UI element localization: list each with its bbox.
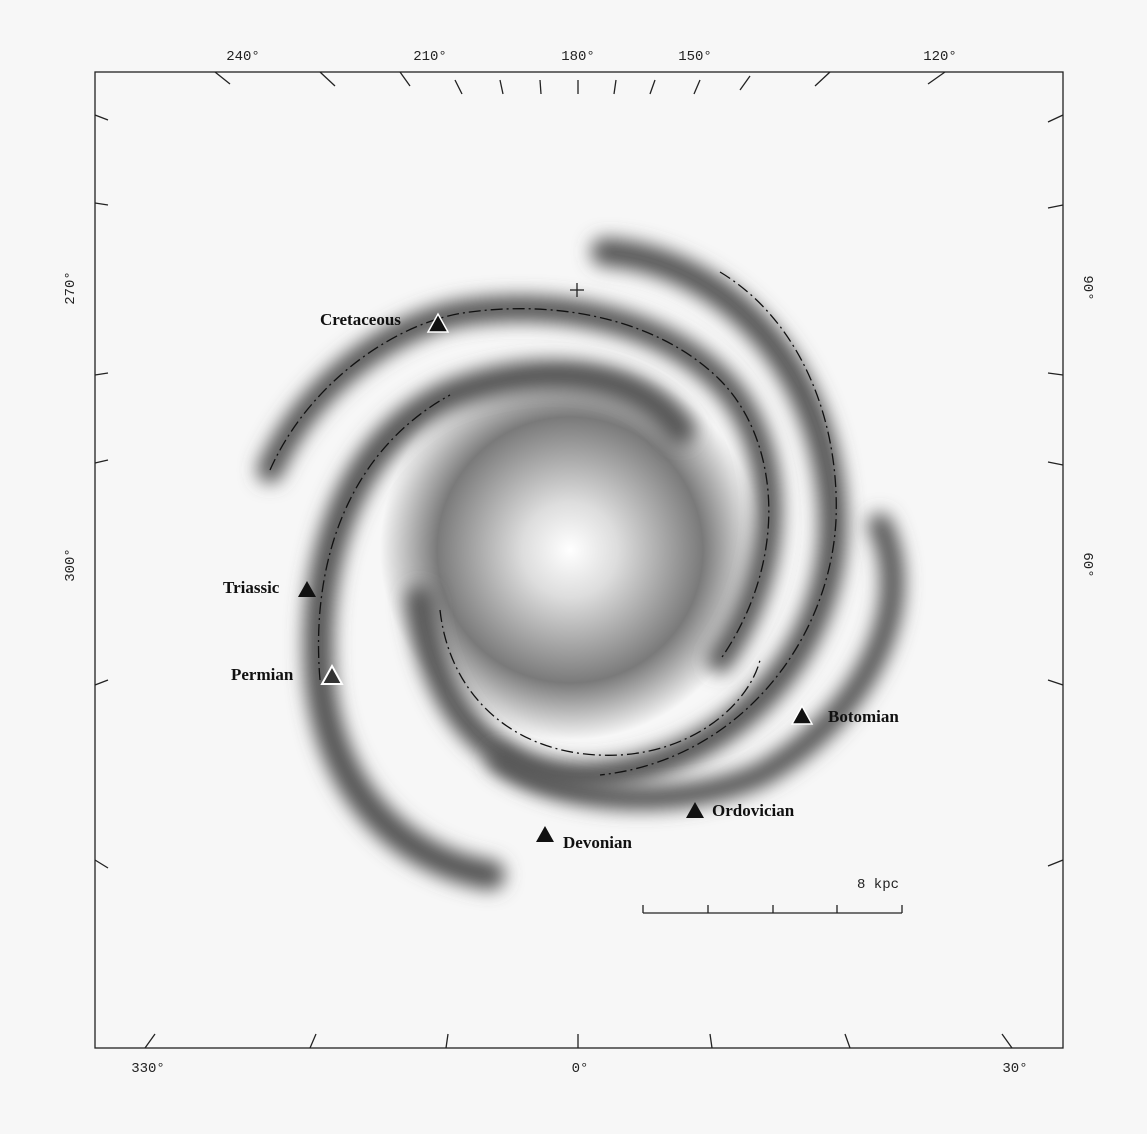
triangle-marker <box>686 802 704 818</box>
triangle-marker <box>790 704 814 725</box>
scale-bar: 8 kpc <box>642 877 903 914</box>
axis-label: 180° <box>561 49 595 65</box>
axis-label: 150° <box>678 49 712 65</box>
galactic-core <box>380 360 760 740</box>
tick <box>94 679 109 686</box>
triangle-marker <box>298 581 316 597</box>
scale-label: 8 kpc <box>857 877 899 893</box>
tick <box>1047 372 1064 376</box>
arm-trace <box>317 394 451 681</box>
markers: Cretaceous Triassic Permian Botomian Ord… <box>223 310 899 852</box>
marker-label: Botomian <box>828 707 899 726</box>
tick <box>1001 1033 1013 1049</box>
marker-label: Devonian <box>563 833 633 852</box>
arm-trace <box>269 308 770 661</box>
arm-trace <box>439 609 761 756</box>
axis-label: 240° <box>226 49 260 65</box>
frame-ticks <box>94 71 1064 1049</box>
sun-position <box>570 283 584 297</box>
tick <box>709 1033 713 1049</box>
tick <box>94 202 109 206</box>
axis-label: 300° <box>63 548 79 582</box>
tick <box>445 1033 449 1049</box>
axis-label: 60° <box>1079 552 1095 577</box>
tick <box>739 75 751 91</box>
axis-label: 210° <box>413 49 447 65</box>
tick <box>814 71 831 87</box>
galaxy <box>257 238 905 890</box>
marker-label: Triassic <box>223 578 280 597</box>
tick <box>613 79 617 95</box>
axis-label: 330° <box>131 1061 165 1077</box>
triangle-marker <box>536 826 554 842</box>
tick <box>399 71 411 87</box>
tick <box>1047 461 1064 466</box>
tick <box>94 859 109 869</box>
tick <box>1047 859 1064 867</box>
spiral-arm <box>303 359 695 890</box>
tick <box>539 79 542 95</box>
tick <box>844 1033 851 1049</box>
tick <box>649 79 656 95</box>
tick <box>454 79 463 95</box>
tick <box>94 459 109 464</box>
tick <box>693 79 701 95</box>
top-labels: 240° 210° 180° 150° 120° 330° 0° 30° 270… <box>63 49 1095 1077</box>
marker-label: Ordovician <box>712 801 795 820</box>
axis-label: 0° <box>572 1061 589 1077</box>
spiral-arm <box>488 513 905 810</box>
tick <box>927 71 946 85</box>
triangle-marker <box>320 663 344 685</box>
tick <box>309 1033 317 1049</box>
tick <box>1047 114 1064 123</box>
axis-label: 30° <box>1002 1061 1027 1077</box>
tick <box>319 71 336 87</box>
marker-label: Permian <box>231 665 294 684</box>
tick <box>499 79 504 95</box>
tick <box>94 372 109 376</box>
tick <box>94 114 109 121</box>
frame <box>94 71 1064 1049</box>
axis-label: 270° <box>63 271 79 305</box>
tick <box>144 1033 156 1049</box>
spiral-arm <box>406 238 848 790</box>
triangle-marker <box>426 312 450 333</box>
axis-label: 120° <box>923 49 957 65</box>
marker-label: Cretaceous <box>320 310 401 329</box>
arm-trace <box>599 271 837 776</box>
axis-label: 90° <box>1079 275 1095 300</box>
tick <box>1047 204 1064 209</box>
tick <box>214 71 231 85</box>
tick <box>1047 679 1064 686</box>
